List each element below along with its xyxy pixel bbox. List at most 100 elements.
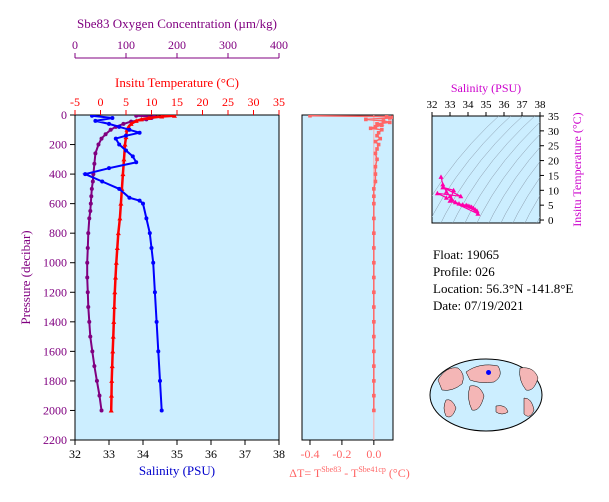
salinity-point — [151, 260, 156, 265]
density-contour — [488, 146, 540, 223]
difference-point — [372, 201, 376, 206]
temperature-point — [111, 319, 117, 324]
salinity-point — [144, 216, 149, 221]
oxygen-point — [92, 364, 97, 369]
pressure-tick-label: 1200 — [43, 285, 67, 299]
oxygen-point — [103, 132, 108, 137]
oxygen-point — [85, 245, 90, 250]
difference-tick-label: -0.4 — [300, 447, 319, 461]
difference-point — [376, 130, 381, 135]
salinity-point — [93, 118, 98, 123]
difference-point — [373, 139, 378, 144]
series-salinity — [82, 115, 164, 413]
salinity-point — [107, 166, 111, 171]
ts-point — [475, 211, 481, 216]
difference-point — [375, 122, 379, 126]
oxygen-point — [85, 260, 90, 265]
ts-temperature-tick-label: 10 — [548, 185, 560, 197]
temperature-point — [128, 121, 134, 126]
difference-point — [364, 117, 368, 122]
pressure-tick-label: 1400 — [43, 315, 67, 329]
difference-point — [373, 151, 378, 156]
temperature-point — [118, 201, 124, 206]
pressure-tick-label: 400 — [49, 167, 67, 181]
pressure-tick-label: 800 — [49, 226, 67, 240]
difference-point — [381, 119, 386, 123]
temperature-point — [115, 230, 121, 236]
ts-salinity-tick-label: 33 — [445, 99, 457, 111]
temperature-point — [126, 124, 132, 129]
ts-salinity-tick-label: 32 — [427, 99, 438, 111]
float-location-marker — [486, 369, 492, 375]
ts-temperature-tick-label: 30 — [548, 126, 560, 138]
oxygen-point — [87, 216, 92, 221]
difference-point — [372, 305, 376, 309]
difference-point — [372, 275, 376, 280]
salinity-point — [137, 198, 142, 203]
pressure-tick-label: 600 — [49, 197, 67, 211]
temperature-point — [110, 348, 116, 354]
salinity-point — [83, 172, 88, 177]
series-line-temperature — [109, 115, 175, 411]
temperature-tick-label: -5 — [70, 95, 80, 109]
difference-point — [372, 334, 376, 339]
difference-point — [375, 133, 379, 138]
ts-temperature-tick-label: 15 — [548, 170, 560, 182]
salinity-point — [154, 319, 159, 324]
difference-point — [372, 290, 376, 295]
oxygen-point — [94, 378, 99, 383]
temperature-point — [146, 115, 152, 120]
oxygen-point — [121, 121, 126, 126]
ts-salinity-tick-label: 38 — [535, 99, 547, 111]
ts-point — [451, 187, 457, 193]
difference-point — [372, 246, 376, 250]
oxygen-point — [134, 115, 139, 118]
difference-point — [373, 125, 378, 129]
difference-tick-label: -0.2 — [332, 447, 351, 461]
pressure-axis-label: Pressure (decibar) — [18, 230, 33, 324]
oxygen-tick-label: 400 — [270, 38, 288, 52]
temperature-point — [113, 275, 119, 280]
oxygen-point — [108, 127, 113, 132]
oxygen-point — [89, 194, 94, 199]
difference-point — [372, 194, 376, 199]
temperature-point — [159, 115, 165, 119]
salinity-point — [110, 115, 115, 120]
temperature-tick-label: 15 — [171, 95, 183, 109]
difference-plot-area — [301, 114, 394, 441]
series-temperature — [108, 115, 177, 413]
salinity-point — [107, 121, 111, 126]
temperature-point — [109, 363, 115, 369]
ts-salinity-label: Salinity (PSU) — [451, 81, 521, 95]
oxygen-point — [88, 334, 93, 339]
difference-point — [375, 147, 379, 151]
density-contour — [432, 116, 500, 197]
salinity-point — [159, 408, 164, 413]
salinity-point — [127, 127, 132, 132]
pressure-tick-label: 0 — [61, 108, 67, 122]
continent — [468, 385, 485, 411]
difference-line — [309, 115, 393, 411]
oxygen-point — [99, 408, 104, 413]
map-continents — [437, 364, 539, 418]
difference-point — [372, 260, 376, 265]
salinity-point — [156, 349, 161, 354]
pressure-tick-label: 1000 — [43, 256, 67, 270]
difference-point — [376, 142, 381, 147]
ts-point — [474, 208, 480, 213]
temperature-point — [113, 260, 119, 265]
profile-number: Profile: 026 — [433, 264, 495, 279]
oxygen-point — [86, 231, 91, 236]
salinity-point — [158, 378, 162, 383]
temperature-point — [121, 156, 127, 162]
salinity-tick-label: 38 — [273, 447, 285, 461]
oxygen-point — [99, 136, 104, 141]
temperature-point — [120, 171, 126, 177]
temperature-tick-label: 10 — [146, 95, 158, 109]
difference-point — [372, 408, 376, 413]
temperature-tick-label: 5 — [123, 95, 129, 109]
oxygen-point — [87, 319, 92, 324]
pressure-tick-label: 1600 — [43, 344, 67, 358]
temperature-point — [138, 116, 144, 122]
